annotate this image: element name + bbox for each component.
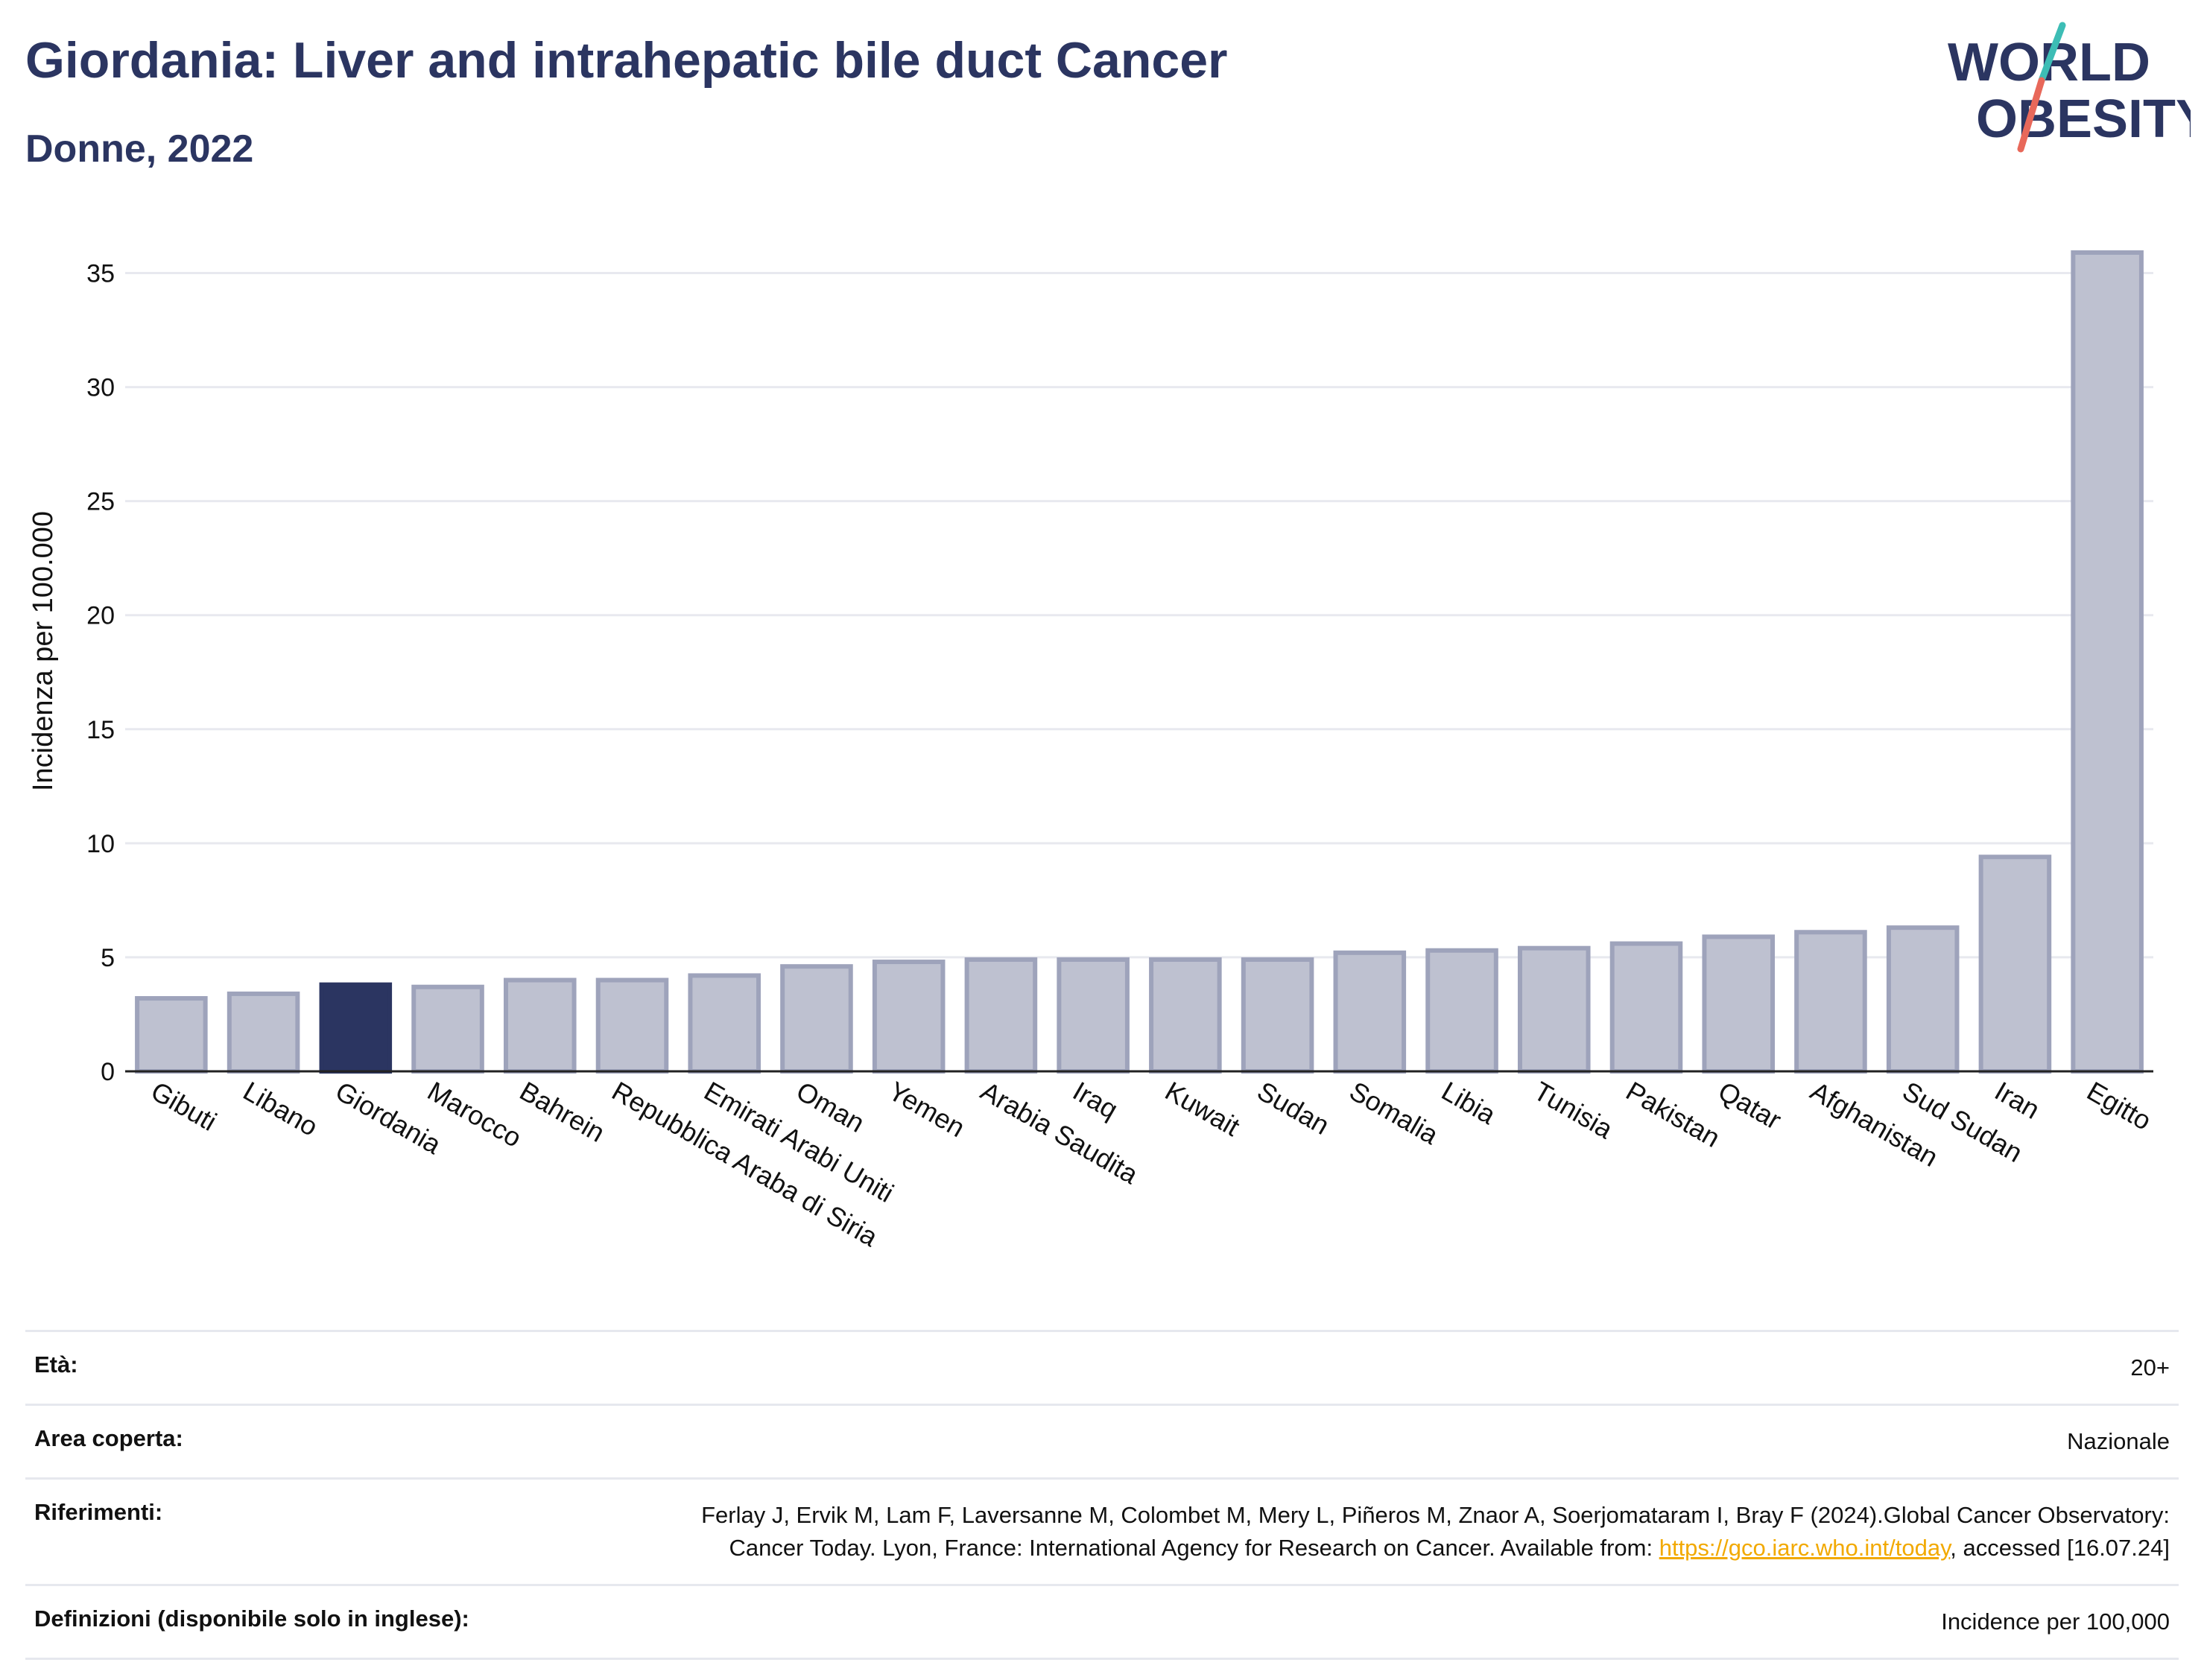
- chart-title: Giordania: Liver and intrahepatic bile d…: [25, 32, 1228, 89]
- info-table: Età: 20+ Area coperta: Nazionale Riferim…: [25, 1330, 2179, 1660]
- y-axis-title: Incidenza per 100.000: [28, 511, 59, 791]
- bar: [503, 977, 577, 1074]
- bar: [135, 996, 208, 1074]
- bar: [1702, 934, 1776, 1074]
- info-references-value: Ferlay J, Ervik M, Lam F, Laversanne M, …: [624, 1477, 2179, 1585]
- x-tick-label: Giordania: [330, 1075, 447, 1160]
- x-tick-label: Sudan: [1253, 1075, 1335, 1141]
- bar: [227, 991, 300, 1074]
- y-tick-label: 35: [86, 260, 115, 288]
- x-tick-label: Somalia: [1344, 1075, 1444, 1150]
- logo-slash-top: [2038, 22, 2066, 84]
- y-tick-label: 20: [86, 602, 115, 630]
- bar: [688, 973, 761, 1074]
- x-tick-label: Libia: [1437, 1075, 1501, 1130]
- y-tick-label: 15: [86, 716, 115, 744]
- x-tick-label: Egitto: [2082, 1075, 2156, 1136]
- chart-subtitle: Donne, 2022: [25, 127, 254, 171]
- bar: [2071, 250, 2144, 1074]
- bar: [1241, 957, 1314, 1074]
- bar: [1149, 957, 1222, 1074]
- logo-line-obesity: OBESITY: [1976, 89, 2191, 149]
- references-accessed: , accessed [16.07.24]: [1950, 1535, 2170, 1561]
- info-row-definitions: Definizioni (disponibile solo in inglese…: [25, 1584, 2179, 1660]
- bar: [1333, 950, 1407, 1074]
- y-tick-label: 0: [101, 1058, 115, 1086]
- info-references-label: Riferimenti:: [25, 1477, 624, 1585]
- info-definitions-value: Incidence per 100,000: [624, 1584, 2179, 1660]
- x-tick-label: Pakistan: [1621, 1075, 1726, 1153]
- y-tick-label: 5: [101, 944, 115, 972]
- x-tick-label: Iran: [1989, 1075, 2045, 1125]
- x-tick-label: Tunisia: [1529, 1075, 1619, 1144]
- bar: [872, 960, 946, 1074]
- bar: [1978, 855, 2052, 1074]
- bar-chart: 0 5 10 15 20 25 30 35 Incidenza per 100.000 Gibut…: [28, 250, 2156, 1253]
- info-row-area: Area coperta: Nazionale: [25, 1404, 2179, 1479]
- x-tick-label: Kuwait: [1160, 1075, 1245, 1142]
- info-area-value: Nazionale: [624, 1404, 2179, 1479]
- bar: [1794, 930, 1867, 1074]
- x-tick-label: Bahrein: [515, 1075, 610, 1148]
- x-tick-label: Libano: [238, 1075, 323, 1142]
- world-obesity-logo: WORLD OBESITY: [1948, 22, 2191, 153]
- bar: [595, 977, 669, 1074]
- x-tick-label: Yemen: [884, 1075, 970, 1143]
- bar: [319, 982, 393, 1074]
- x-tick-label: Arabia Saudita: [975, 1075, 1144, 1190]
- y-tick-label: 30: [86, 374, 115, 402]
- info-area-label: Area coperta:: [25, 1404, 624, 1479]
- y-tick-label: 25: [86, 488, 115, 516]
- info-definitions-label: Definizioni (disponibile solo in inglese…: [25, 1584, 624, 1660]
- bar: [1517, 945, 1591, 1074]
- info-row-age: Età: 20+: [25, 1330, 2179, 1405]
- logo-slash-bottom: [2017, 77, 2045, 153]
- references-link[interactable]: https://gco.iarc.who.int/today: [1659, 1535, 1951, 1561]
- bar: [1425, 948, 1498, 1074]
- x-tick-label: Iraq: [1068, 1075, 1123, 1125]
- references-text: Ferlay J, Ervik M, Lam F, Laversanne M, …: [701, 1502, 2170, 1561]
- bar: [780, 964, 853, 1074]
- bar: [964, 957, 1038, 1074]
- y-tick-label: 10: [86, 830, 115, 858]
- bar: [1609, 941, 1683, 1074]
- x-tick-label: Gibuti: [146, 1075, 222, 1137]
- info-age-label: Età:: [25, 1330, 624, 1405]
- bar: [1886, 925, 1960, 1074]
- bar: [1057, 957, 1130, 1074]
- bar: [411, 984, 484, 1074]
- info-age-value: 20+: [624, 1330, 2179, 1405]
- info-row-references: Riferimenti: Ferlay J, Ervik M, Lam F, L…: [25, 1477, 2179, 1585]
